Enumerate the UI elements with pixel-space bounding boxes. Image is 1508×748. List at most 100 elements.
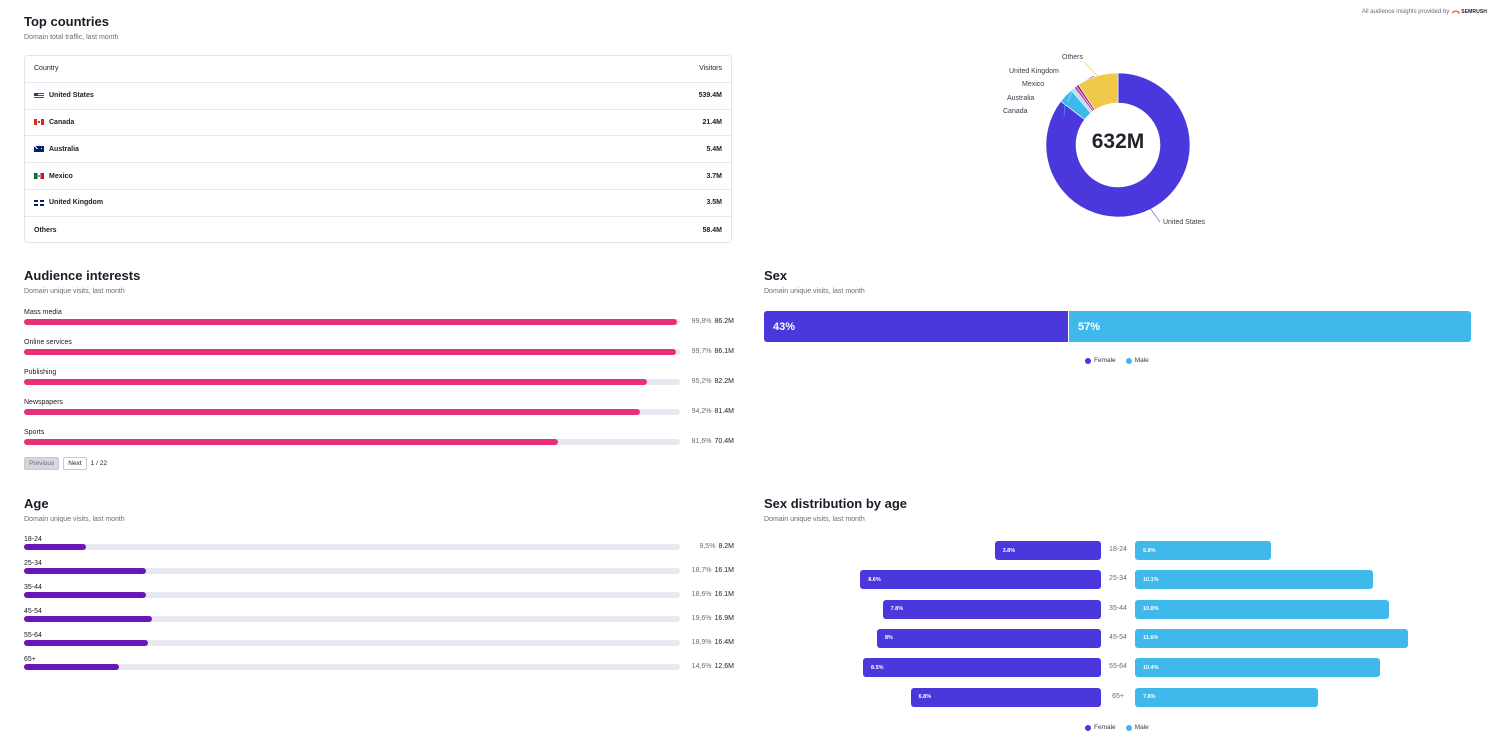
donut-leader-line	[1063, 95, 1067, 117]
age-value: 9,5% 8.2M	[699, 543, 734, 550]
female-dot-icon	[1085, 724, 1091, 731]
donut-label-mexico: Mexico	[1022, 81, 1045, 88]
male-age-bar: 10.8%	[1135, 599, 1390, 619]
pyramid-age-label: 65+	[1112, 692, 1124, 700]
age-subtitle: Domain unique visits, last month	[24, 516, 125, 523]
country-name[interactable]: Mexico	[49, 172, 73, 180]
age-bar-track	[24, 544, 680, 550]
interest-row: Online services 99,7% 86.1M	[24, 339, 734, 367]
sex-by-age-subtitle: Domain unique visits, last month	[764, 516, 865, 523]
audience-interests-subtitle: Domain unique visits, last month	[24, 288, 125, 295]
age-value: 14,6% 12.6M	[692, 663, 734, 670]
sex-header: Sex Domain unique visits, last month	[764, 268, 865, 295]
age-visits: 16.4M	[714, 639, 734, 646]
country-visitors: 58.4M	[702, 226, 722, 234]
age-visits: 8.2M	[718, 543, 734, 550]
interest-bar-fill	[24, 349, 677, 355]
age-label: 35-44	[24, 584, 42, 591]
interest-bar-track	[24, 379, 680, 385]
female-age-bar: 3.8%	[994, 541, 1101, 560]
pyramid-age-label: 35-44	[1109, 604, 1127, 612]
donut-leader-line	[1067, 88, 1074, 103]
legend-female-label: Female	[1094, 724, 1116, 731]
interest-value: 99,7% 86.1M	[692, 348, 734, 355]
age-value: 18,6% 16.1M	[692, 591, 734, 598]
legend-female: Female	[1085, 724, 1116, 731]
age-header: Age Domain unique visits, last month	[24, 496, 125, 523]
semrush-brand: SEMRUSH	[1461, 9, 1487, 15]
interest-bar-track	[24, 349, 680, 355]
age-row: 25-34 18,7% 16.1M	[24, 560, 734, 582]
provider-note: All audience insights provided by SEMRUS…	[1362, 9, 1487, 15]
au-flag-icon	[34, 146, 44, 153]
audience-interests-header: Audience interests Domain unique visits,…	[24, 268, 140, 295]
legend-female-label: Female	[1094, 357, 1116, 364]
table-row: United Kingdom 3.5M	[25, 190, 731, 217]
table-header: Country Visitors	[25, 56, 731, 83]
page-indicator: 1 / 22	[90, 460, 107, 467]
interest-bar-fill	[24, 409, 641, 415]
donut-label-canada: Canada	[1003, 108, 1028, 115]
donut-leader-line	[1083, 61, 1098, 77]
interest-label: Mass media	[24, 309, 62, 316]
country-name[interactable]: United States	[49, 92, 94, 100]
interest-bar-fill	[24, 319, 677, 325]
country-name[interactable]: Canada	[49, 118, 75, 126]
interest-pct: 81,6%	[691, 438, 712, 445]
pyramid-age-label: 55-64	[1109, 663, 1127, 671]
top-countries-title: Top countries	[24, 14, 109, 29]
country-visitors: 3.5M	[706, 199, 722, 207]
ca-flag-icon	[34, 119, 44, 126]
age-pct: 19,6%	[691, 615, 712, 622]
age-pct: 18,6%	[691, 591, 712, 598]
next-button[interactable]: Next	[63, 457, 87, 470]
age-visits: 12.6M	[714, 663, 734, 670]
age-bar-track	[24, 568, 680, 574]
sex-subtitle: Domain unique visits, last month	[764, 288, 865, 295]
age-row: 35-44 18,6% 16.1M	[24, 584, 734, 606]
age-bar-track	[24, 592, 680, 598]
pyramid-row: 8% 45-54 11.6%	[764, 628, 1471, 648]
donut-slice-others[interactable]	[1078, 72, 1119, 111]
female-age-bar: 8%	[877, 628, 1101, 648]
semrush-logo-icon	[1451, 10, 1460, 14]
interest-label: Online services	[24, 339, 72, 346]
pyramid-row: 8.5% 55-64 10.4%	[764, 658, 1471, 678]
semrush-logo[interactable]: SEMRUSH	[1451, 9, 1487, 15]
top-countries-header: Top countries Domain total traffic, last…	[24, 14, 118, 41]
age-value: 19,6% 16.9M	[692, 615, 734, 622]
age-title: Age	[24, 496, 49, 511]
country-column-header: Country	[34, 65, 59, 73]
sex-by-age-header: Sex distribution by age Domain unique vi…	[764, 496, 907, 523]
previous-button[interactable]: Previous	[24, 457, 60, 470]
legend-male-label: Male	[1134, 357, 1149, 364]
male-age-bar: 7.8%	[1135, 687, 1319, 707]
sex-legend: Female Male	[1085, 357, 1149, 364]
donut-slice-united-states[interactable]	[1045, 72, 1191, 218]
country-visitors: 5.4M	[706, 145, 722, 153]
table-row: Others 58.4M	[25, 217, 731, 244]
age-bar-fill	[24, 544, 87, 550]
country-name[interactable]: United Kingdom	[49, 199, 104, 207]
male-dot-icon	[1125, 724, 1132, 731]
interest-visits: 86.1M	[714, 348, 734, 355]
interest-row: Mass media 99,8% 86.2M	[24, 309, 734, 337]
age-row: 18-24 9,5% 8.2M	[24, 536, 734, 558]
interest-value: 95,2% 82.2M	[692, 378, 734, 385]
country-visitors: 3.7M	[706, 172, 722, 180]
interest-pct: 99,7%	[691, 348, 712, 355]
pyramid-age-label: 25-34	[1109, 575, 1127, 583]
male-age-bar: 10.4%	[1135, 658, 1380, 678]
pyramid-age-label: 45-54	[1109, 633, 1127, 641]
interest-value: 94,2% 81.4M	[692, 408, 734, 415]
female-age-bar: 8.6%	[860, 570, 1101, 590]
us-flag-icon	[34, 92, 44, 99]
interest-bar-track	[24, 439, 680, 445]
sex-by-age-legend: Female Male	[1085, 724, 1149, 731]
country-name[interactable]: Australia	[49, 145, 79, 153]
table-row: United States 539.4M	[25, 83, 731, 110]
interest-row: Newspapers 94,2% 81.4M	[24, 399, 734, 427]
donut-label-united-kingdom: United Kingdom	[1009, 68, 1059, 75]
age-bar-fill	[24, 664, 120, 670]
age-label: 18-24	[24, 536, 42, 543]
